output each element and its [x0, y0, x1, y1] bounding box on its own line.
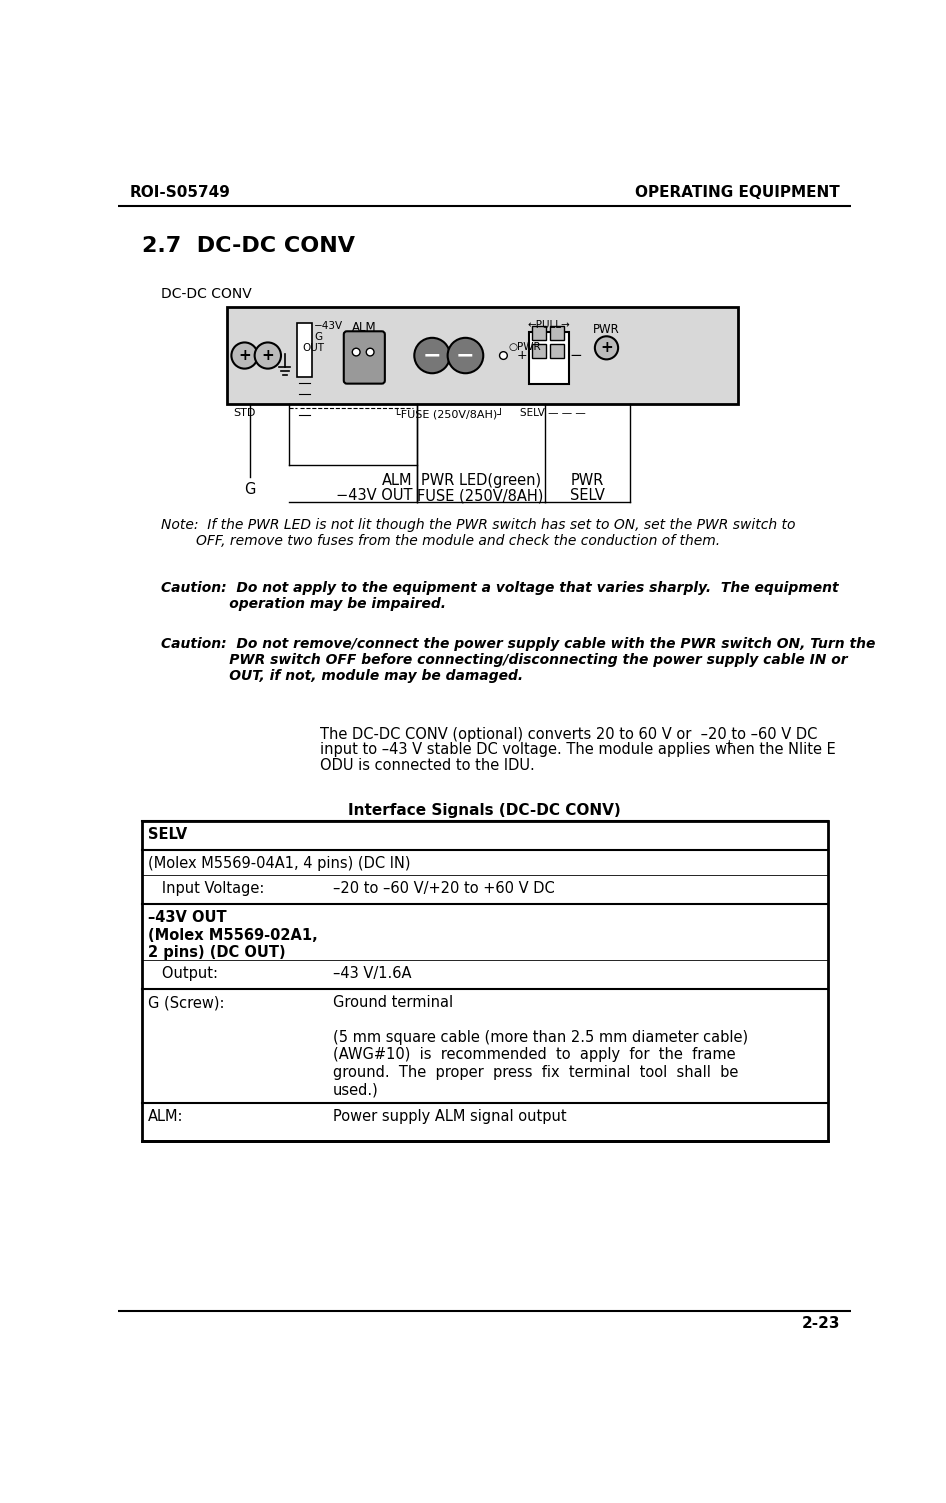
- Bar: [142, 821, 828, 851]
- Text: Interface Signals (DC-DC CONV): Interface Signals (DC-DC CONV): [348, 803, 622, 818]
- FancyBboxPatch shape: [343, 331, 385, 383]
- Circle shape: [595, 337, 618, 359]
- Text: Caution:  Do not apply to the equipment a voltage that varies sharply.  The equi: Caution: Do not apply to the equipment a…: [161, 580, 838, 610]
- Bar: [142, 1103, 828, 1141]
- Text: OUT: OUT: [303, 343, 324, 353]
- Text: STD: STD: [234, 407, 255, 418]
- Bar: [550, 326, 564, 340]
- Text: (Molex M5569-04A1, 4 pins) (DC IN): (Molex M5569-04A1, 4 pins) (DC IN): [148, 857, 411, 872]
- Text: G (Screw):: G (Screw):: [148, 995, 224, 1010]
- Circle shape: [352, 349, 360, 356]
- Text: SELV: SELV: [569, 488, 604, 504]
- Circle shape: [232, 343, 257, 368]
- Text: Caution:  Do not remove/connect the power supply cable with the PWR switch ON, T: Caution: Do not remove/connect the power…: [161, 637, 875, 684]
- Text: 2-23: 2-23: [801, 1317, 840, 1332]
- Bar: [532, 326, 546, 340]
- Text: ALM: ALM: [352, 322, 377, 334]
- Text: ALM: ALM: [382, 473, 412, 488]
- Bar: [550, 344, 564, 358]
- Text: Input Voltage:: Input Voltage:: [148, 881, 264, 896]
- Text: −: −: [423, 346, 442, 365]
- Text: ODU is connected to the IDU.: ODU is connected to the IDU.: [320, 758, 534, 773]
- Circle shape: [414, 338, 450, 373]
- Text: +: +: [261, 349, 274, 364]
- Text: –43 V/1.6A: –43 V/1.6A: [333, 966, 412, 981]
- Text: −43V: −43V: [314, 322, 343, 331]
- Text: DC-DC CONV: DC-DC CONV: [161, 287, 252, 301]
- Text: +: +: [238, 349, 251, 364]
- Text: +: +: [725, 739, 734, 750]
- Bar: [142, 821, 828, 1141]
- Text: SELV — — —: SELV — — —: [519, 407, 586, 418]
- Text: └FUSE (250V/8AH)┘: └FUSE (250V/8AH)┘: [394, 407, 504, 419]
- Bar: [142, 905, 828, 959]
- Text: ○PWR: ○PWR: [508, 343, 541, 352]
- Bar: [142, 989, 828, 1103]
- Text: The DC-DC CONV (optional) converts 20 to 60 V or  –20 to –60 V DC: The DC-DC CONV (optional) converts 20 to…: [320, 727, 817, 742]
- Text: +: +: [517, 349, 527, 362]
- Text: PWR: PWR: [593, 323, 620, 335]
- Text: G: G: [314, 332, 323, 343]
- Text: ROI-S05749: ROI-S05749: [130, 185, 231, 200]
- Text: –20 to –60 V/+20 to +60 V DC: –20 to –60 V/+20 to +60 V DC: [333, 881, 554, 896]
- Text: Output:: Output:: [148, 966, 218, 981]
- Circle shape: [254, 343, 281, 368]
- Text: SELV: SELV: [148, 827, 187, 842]
- Text: ←PULL→: ←PULL→: [528, 320, 570, 331]
- Text: Ground terminal

(5 mm square cable (more than 2.5 mm diameter cable)
(AWG#10)  : Ground terminal (5 mm square cable (more…: [333, 995, 748, 1097]
- Text: PWR LED(green): PWR LED(green): [421, 473, 540, 488]
- Bar: [142, 851, 828, 875]
- Text: FUSE (250V/8AH): FUSE (250V/8AH): [417, 488, 544, 504]
- Bar: [296, 323, 312, 377]
- Text: −: −: [569, 347, 582, 362]
- Text: G: G: [244, 482, 255, 497]
- Circle shape: [499, 352, 507, 359]
- Text: 2.7  DC-DC CONV: 2.7 DC-DC CONV: [142, 236, 355, 256]
- Text: –43V OUT
(Molex M5569-02A1,
2 pins) (DC OUT): –43V OUT (Molex M5569-02A1, 2 pins) (DC …: [148, 911, 318, 960]
- Bar: [227, 308, 738, 404]
- Text: Note:  If the PWR LED is not lit though the PWR switch has set to ON, set the PW: Note: If the PWR LED is not lit though t…: [161, 517, 796, 547]
- Bar: [529, 332, 569, 385]
- Bar: [142, 875, 828, 905]
- Text: PWR: PWR: [570, 473, 604, 488]
- Text: −43V OUT: −43V OUT: [336, 488, 412, 504]
- Text: input to –43 V stable DC voltage. The module applies when the Nlite E: input to –43 V stable DC voltage. The mo…: [320, 742, 835, 758]
- Text: Power supply ALM signal output: Power supply ALM signal output: [333, 1109, 567, 1124]
- Text: ALM:: ALM:: [148, 1109, 184, 1124]
- Text: OPERATING EQUIPMENT: OPERATING EQUIPMENT: [635, 185, 840, 200]
- Circle shape: [366, 349, 374, 356]
- Circle shape: [447, 338, 483, 373]
- Text: +: +: [600, 340, 613, 355]
- Text: −: −: [456, 346, 475, 365]
- Bar: [142, 959, 828, 989]
- Bar: [532, 344, 546, 358]
